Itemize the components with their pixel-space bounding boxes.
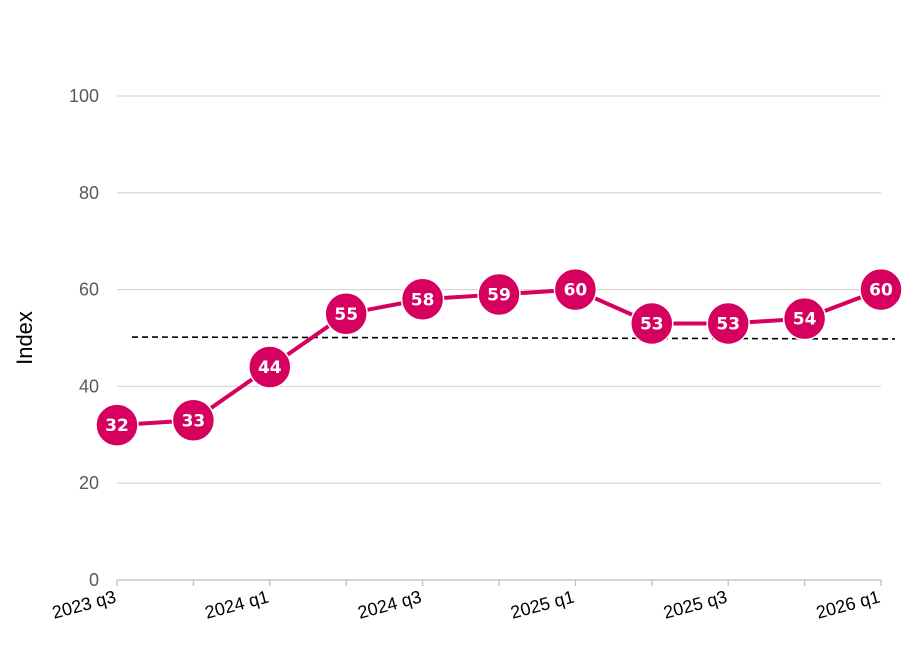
data-label: 44: [258, 358, 282, 378]
x-tick-label: 2026 q1: [814, 587, 882, 623]
data-label: 55: [334, 305, 358, 325]
data-point: [782, 296, 827, 341]
data-point: [324, 292, 368, 336]
x-tick-label: 2025 q3: [661, 587, 729, 623]
y-tick-label: 40: [79, 376, 99, 396]
y-axis-tick-labels: 0 20 40 60 80 100: [69, 86, 99, 590]
data-point: [400, 277, 445, 322]
x-tick-label: 2024 q3: [356, 587, 424, 623]
data-point: [95, 403, 139, 447]
y-tick-label: 100: [69, 86, 99, 106]
x-tick-label: 2025 q1: [508, 587, 576, 623]
data-point: [248, 345, 292, 389]
data-label: 54: [793, 310, 817, 330]
y-axis-title: Index: [12, 311, 37, 365]
x-tick-label: 2023 q3: [50, 587, 118, 623]
x-tick-label: 2024 q1: [203, 587, 271, 623]
data-point: [706, 301, 750, 346]
data-label: 59: [487, 285, 511, 305]
data-point: [859, 267, 903, 312]
y-tick-label: 0: [89, 570, 99, 590]
data-point: [171, 398, 216, 443]
y-tick-label: 20: [79, 473, 99, 493]
data-label: 53: [640, 314, 664, 334]
y-tick-label: 60: [79, 280, 99, 300]
data-point: [553, 267, 598, 312]
x-axis: 2023 q3 2024 q1 2024 q3 2025 q1 2025 q3 2026 …: [50, 579, 882, 623]
reference-line-group: [131, 336, 896, 340]
y-tick-label: 80: [79, 183, 99, 203]
data-point: [630, 301, 674, 346]
data-label: 60: [869, 281, 893, 301]
series-group: 32 33 44 55 58 59 60 53 53 54 60: [95, 267, 903, 447]
data-label: 53: [716, 314, 740, 334]
data-point: [477, 272, 521, 317]
data-label: 32: [105, 416, 129, 436]
data-label: 58: [411, 290, 435, 310]
data-label: 60: [564, 281, 588, 301]
reference-line: [131, 336, 896, 340]
data-label: 33: [182, 411, 206, 431]
